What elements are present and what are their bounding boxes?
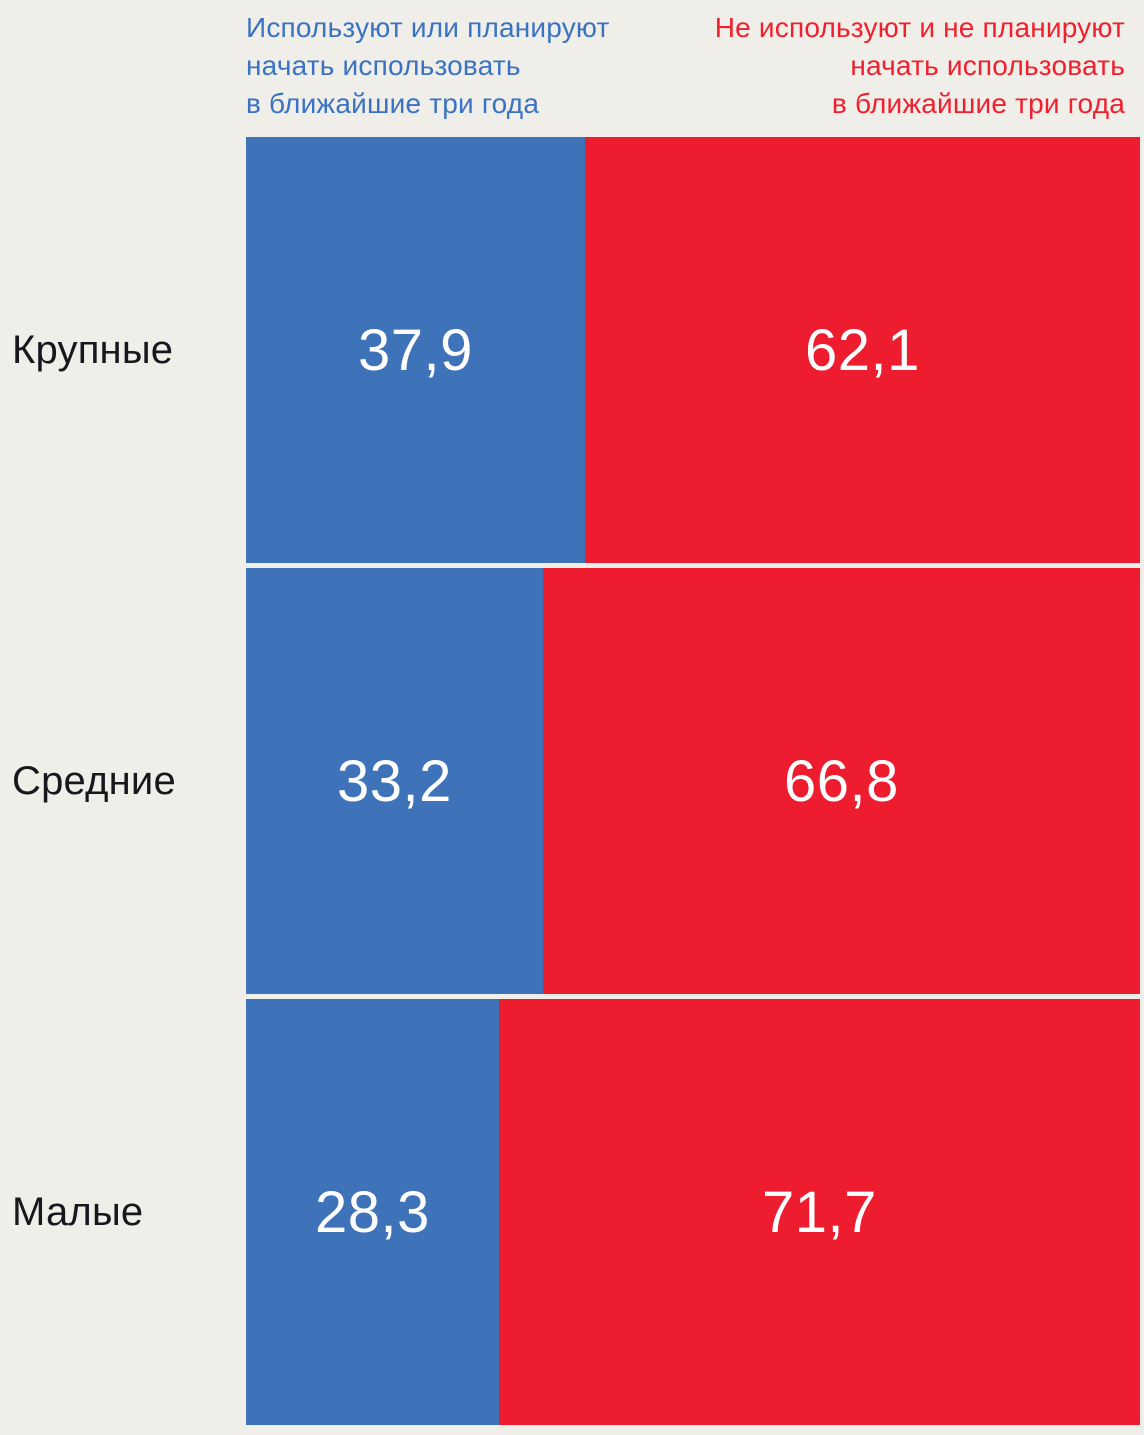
stacked-bar: 28,3 71,7 bbox=[246, 999, 1140, 1425]
bar-segment-not-using: 66,8 bbox=[542, 568, 1140, 994]
stacked-bar: 33,2 66,8 bbox=[246, 568, 1140, 994]
bar-segment-not-using: 71,7 bbox=[499, 999, 1140, 1425]
legend-not-using-line-2: начать использовать bbox=[850, 50, 1125, 81]
legend-not-using-line-1: Не используют и не планируют bbox=[714, 12, 1125, 43]
legend-using-line-2: начать использовать bbox=[246, 50, 521, 81]
category-label: Малые bbox=[12, 1189, 144, 1234]
category-label: Средние bbox=[12, 758, 176, 803]
bar-segment-using: 28,3 bbox=[246, 999, 499, 1425]
bar-segment-not-using: 62,1 bbox=[584, 137, 1140, 563]
category-label-cell: Средние bbox=[0, 568, 246, 994]
value-label-using: 28,3 bbox=[315, 1179, 430, 1245]
legend-using-line-3: в ближайшие три года bbox=[246, 88, 540, 119]
legend-using-line-1: Используют или планируют bbox=[246, 12, 610, 43]
bar-segment-using: 33,2 bbox=[246, 568, 543, 994]
bar-row-small: Малые 28,3 71,7 bbox=[0, 999, 1140, 1425]
bar-row-large: Крупные 37,9 62,1 bbox=[0, 137, 1140, 563]
legend-entry-using: Используют или планируют начать использо… bbox=[246, 9, 610, 137]
value-label-not-using: 62,1 bbox=[804, 317, 920, 383]
chart-legend: Используют или планируют начать использо… bbox=[0, 0, 1144, 137]
bar-row-medium: Средние 33,2 66,8 bbox=[0, 568, 1140, 994]
category-label: Крупные bbox=[12, 327, 174, 372]
stacked-bar: 37,9 62,1 bbox=[246, 137, 1140, 563]
value-label-not-using: 66,8 bbox=[783, 748, 899, 814]
bar-segment-using: 37,9 bbox=[246, 137, 585, 563]
legend-entry-not-using: Не используют и не планируют начать испо… bbox=[715, 9, 1125, 137]
category-label-cell: Крупные bbox=[0, 137, 246, 563]
bar-rows: Крупные 37,9 62,1 Средние 33,2 66,8 bbox=[0, 137, 1144, 1425]
legend-not-using-line-3: в ближайшие три года bbox=[831, 88, 1125, 119]
value-label-using: 33,2 bbox=[336, 748, 452, 814]
value-label-not-using: 71,7 bbox=[762, 1179, 877, 1245]
category-label-cell: Малые bbox=[0, 999, 246, 1425]
value-label-using: 37,9 bbox=[357, 317, 473, 383]
